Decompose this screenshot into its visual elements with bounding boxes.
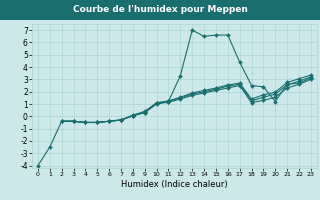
X-axis label: Humidex (Indice chaleur): Humidex (Indice chaleur): [121, 180, 228, 189]
Text: Courbe de l'humidex pour Meppen: Courbe de l'humidex pour Meppen: [73, 5, 247, 15]
